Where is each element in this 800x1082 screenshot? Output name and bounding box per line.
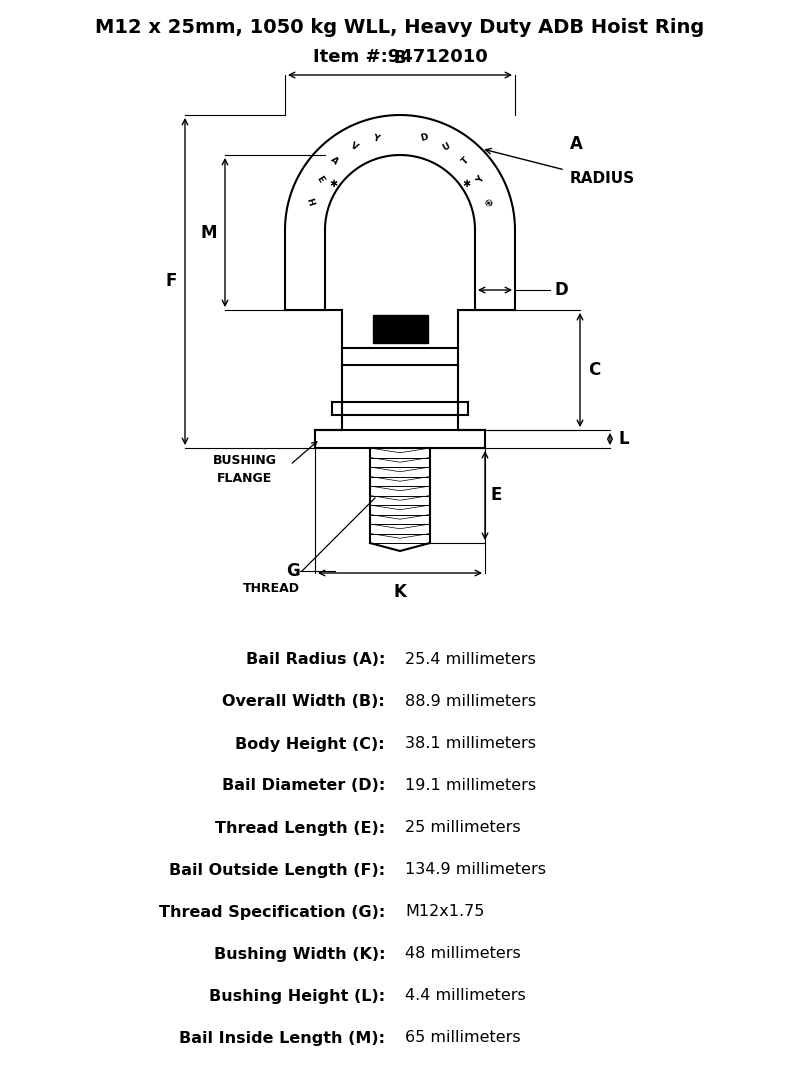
Text: H: H [304,197,315,207]
Text: Bushing Width (K):: Bushing Width (K): [214,947,385,962]
Text: A: A [570,135,583,153]
Text: K: K [394,583,406,601]
Text: G: G [286,562,300,580]
Text: M12 x 25mm, 1050 kg WLL, Heavy Duty ADB Hoist Ring: M12 x 25mm, 1050 kg WLL, Heavy Duty ADB … [95,18,705,37]
Text: BUSHING: BUSHING [213,453,277,466]
Text: U: U [441,141,451,153]
Text: 88.9 millimeters: 88.9 millimeters [405,695,536,710]
Text: Overall Width (B):: Overall Width (B): [222,695,385,710]
Text: Bushing Height (L):: Bushing Height (L): [209,989,385,1003]
Text: RADIUS: RADIUS [570,171,635,186]
Text: Bail Radius (A):: Bail Radius (A): [246,652,385,668]
Text: 38.1 millimeters: 38.1 millimeters [405,737,536,752]
Text: V: V [349,142,359,153]
Text: THREAD: THREAD [243,582,300,595]
Text: 134.9 millimeters: 134.9 millimeters [405,862,546,878]
Text: M: M [201,224,217,241]
Text: 19.1 millimeters: 19.1 millimeters [405,779,536,793]
Text: Bail Outside Length (F):: Bail Outside Length (F): [169,862,385,878]
Text: E: E [491,487,502,504]
Text: 25.4 millimeters: 25.4 millimeters [405,652,536,668]
Text: Thread Specification (G):: Thread Specification (G): [158,905,385,920]
Text: FLANGE: FLANGE [218,472,273,485]
Text: ✱: ✱ [462,179,470,188]
Text: ✱: ✱ [330,179,338,188]
Text: B: B [394,49,406,67]
Text: Bail Diameter (D):: Bail Diameter (D): [222,779,385,793]
Text: ®: ® [485,196,496,207]
Bar [373,315,427,343]
Text: Bail Inside Length (M):: Bail Inside Length (M): [179,1030,385,1045]
Text: Y: Y [372,133,381,143]
Text: D: D [419,133,429,143]
Text: 65 millimeters: 65 millimeters [405,1030,521,1045]
Text: 48 millimeters: 48 millimeters [405,947,521,962]
Text: Body Height (C):: Body Height (C): [235,737,385,752]
Text: Item #:94712010: Item #:94712010 [313,48,487,66]
Text: E: E [314,174,325,185]
Text: 4.4 millimeters: 4.4 millimeters [405,989,526,1003]
Text: L: L [618,430,629,448]
Text: M12x1.75: M12x1.75 [405,905,484,920]
Text: F: F [166,273,177,290]
Text: D: D [555,281,569,299]
Text: C: C [588,361,600,379]
Text: A: A [329,156,340,167]
Text: T: T [460,156,470,167]
Text: 25 millimeters: 25 millimeters [405,820,521,835]
Text: Y: Y [475,174,486,185]
Text: Thread Length (E):: Thread Length (E): [215,820,385,835]
